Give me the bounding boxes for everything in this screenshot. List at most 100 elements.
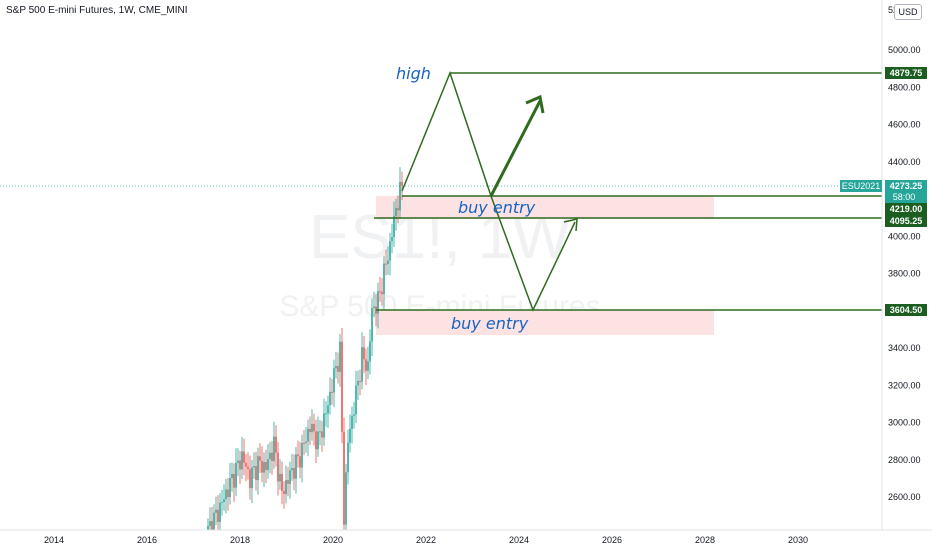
candle bbox=[299, 442, 301, 479]
candle bbox=[357, 370, 359, 400]
candle bbox=[311, 409, 313, 441]
price-tag-low: 3604.50 bbox=[885, 304, 927, 316]
price-tick-label: 2800.00 bbox=[888, 455, 921, 465]
candle bbox=[267, 444, 269, 479]
candle bbox=[243, 438, 245, 476]
candle bbox=[377, 282, 379, 329]
projection-arrow-bold bbox=[489, 100, 542, 197]
candle bbox=[351, 406, 353, 444]
candle bbox=[301, 434, 303, 483]
candle bbox=[223, 484, 225, 511]
time-tick-label: 2020 bbox=[323, 535, 343, 545]
candle bbox=[361, 332, 363, 390]
price-tag-mid: 4095.25 bbox=[885, 215, 927, 227]
candle bbox=[219, 493, 221, 530]
candle bbox=[385, 249, 387, 276]
candle bbox=[305, 427, 307, 453]
projection-arrowhead-small bbox=[563, 218, 578, 232]
svg-text:4095.25: 4095.25 bbox=[890, 216, 923, 226]
candle bbox=[341, 327, 343, 444]
price-tag-upper: 4219.00 bbox=[885, 203, 927, 215]
candle bbox=[209, 507, 211, 530]
time-tick-label: 2030 bbox=[788, 535, 808, 545]
candle bbox=[297, 440, 299, 468]
candle bbox=[213, 504, 215, 530]
svg-text:4219.00: 4219.00 bbox=[890, 204, 923, 214]
candle bbox=[289, 461, 291, 499]
candle bbox=[393, 201, 395, 247]
candle bbox=[285, 465, 287, 504]
buy-zone-upper bbox=[376, 196, 714, 219]
candle bbox=[225, 478, 227, 514]
time-tick-label: 2028 bbox=[695, 535, 715, 545]
price-tick-label: 3000.00 bbox=[888, 418, 921, 428]
candle bbox=[293, 454, 295, 491]
price-tag-current: 4273.25 58:00 bbox=[885, 180, 927, 204]
price-tick-label: 4600.00 bbox=[888, 120, 921, 130]
candle bbox=[319, 420, 321, 446]
candle bbox=[347, 429, 349, 485]
annotation-high: high bbox=[396, 64, 431, 83]
candle bbox=[237, 448, 239, 477]
candle bbox=[217, 495, 219, 530]
candle bbox=[315, 419, 317, 463]
price-axis[interactable]: 5200.005000.004800.004600.004400.004000.… bbox=[888, 5, 921, 502]
price-tick-label: 4800.00 bbox=[888, 82, 921, 92]
candle bbox=[387, 246, 389, 275]
candle bbox=[399, 167, 401, 220]
time-tick-label: 2022 bbox=[416, 535, 436, 545]
candle bbox=[261, 446, 263, 483]
candle bbox=[247, 452, 249, 480]
candle bbox=[349, 414, 351, 453]
candle bbox=[383, 255, 385, 310]
candle bbox=[253, 452, 255, 479]
candle bbox=[255, 451, 257, 491]
candle bbox=[233, 463, 235, 502]
time-tick-label: 2024 bbox=[509, 535, 529, 545]
time-tick-label: 2016 bbox=[137, 535, 157, 545]
candle bbox=[263, 452, 265, 488]
candle bbox=[241, 436, 243, 479]
candle bbox=[369, 329, 371, 375]
candle bbox=[221, 489, 223, 516]
candle bbox=[303, 429, 305, 456]
price-tick-label: 5000.00 bbox=[888, 45, 921, 55]
candle bbox=[245, 454, 247, 482]
candle bbox=[381, 278, 383, 306]
candle bbox=[335, 351, 337, 379]
candle bbox=[239, 450, 241, 485]
projection-path bbox=[401, 70, 576, 312]
candle bbox=[249, 455, 251, 500]
candle bbox=[273, 421, 275, 469]
candle bbox=[331, 378, 333, 405]
candle bbox=[337, 352, 339, 384]
candle bbox=[207, 518, 209, 530]
buy-zone-lower bbox=[376, 310, 714, 335]
time-tick-label: 2014 bbox=[44, 535, 64, 545]
candle bbox=[343, 417, 345, 530]
time-axis[interactable]: 2014 2016 2018 2020 2022 2024 2026 2028 2030 bbox=[44, 535, 808, 545]
candle bbox=[295, 446, 297, 494]
candle bbox=[227, 477, 229, 511]
candle bbox=[283, 481, 285, 509]
candle bbox=[281, 461, 283, 505]
svg-text:4879.75: 4879.75 bbox=[890, 68, 923, 78]
candle bbox=[353, 401, 355, 429]
price-tick-label: 3800.00 bbox=[888, 269, 921, 279]
candle bbox=[363, 335, 365, 374]
candle bbox=[307, 419, 309, 457]
candle bbox=[321, 420, 323, 452]
candle bbox=[355, 370, 357, 424]
candle bbox=[277, 442, 279, 496]
candle bbox=[313, 413, 315, 446]
candle bbox=[271, 441, 273, 475]
symbol-tag-current: ESU2021 bbox=[840, 180, 882, 192]
candle bbox=[329, 377, 331, 415]
currency-button[interactable]: USD bbox=[894, 4, 922, 20]
candle bbox=[269, 442, 271, 474]
candle bbox=[379, 276, 381, 302]
chart-title: S&P 500 E-mini Futures, 1W, CME_MINI bbox=[6, 5, 188, 16]
candle bbox=[333, 359, 335, 408]
candle bbox=[265, 449, 267, 484]
